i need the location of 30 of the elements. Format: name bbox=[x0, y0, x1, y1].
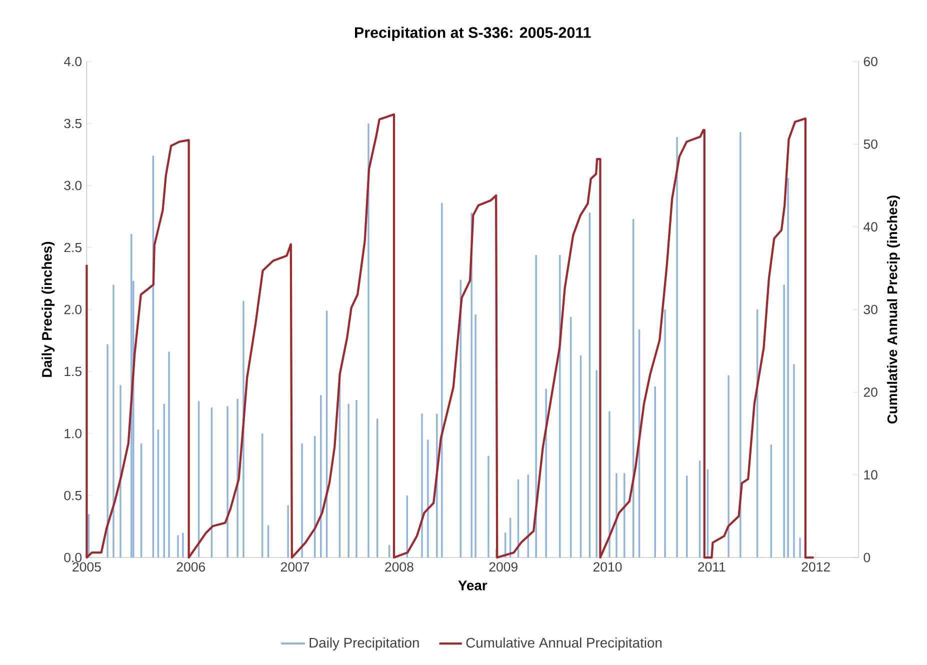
x-axis-title: Year bbox=[458, 580, 488, 591]
y2-axis-title: Cumulative Annual Precip (inches) bbox=[887, 196, 900, 424]
y-tick-label: 3.5 bbox=[64, 118, 82, 128]
y2-tick-label: 60 bbox=[864, 56, 878, 66]
x-tick-label: 2009 bbox=[489, 562, 518, 572]
legend-label: Daily Precipitation bbox=[310, 638, 419, 651]
x-tick-label: 2010 bbox=[593, 562, 622, 572]
y-tick-label: 3.0 bbox=[64, 180, 82, 190]
chart-title: Precipitation at S-336: 2005-2011 bbox=[355, 26, 591, 42]
x-tick-label: 2006 bbox=[176, 562, 206, 572]
x-tick-label: 2012 bbox=[802, 562, 830, 572]
y2-tick-label: 20 bbox=[864, 388, 878, 398]
x-tick-label: 2005 bbox=[72, 562, 101, 572]
y2-tick-label: 50 bbox=[864, 140, 878, 149]
y2-tick-label: 0 bbox=[864, 553, 870, 562]
y2-tick-label: 30 bbox=[864, 304, 878, 314]
x-tick-label: 2008 bbox=[385, 562, 414, 572]
legend-label: Cumulative Annual Precipitation bbox=[466, 638, 662, 651]
y-tick-label: 2.5 bbox=[64, 242, 82, 252]
y-tick-label: 1.0 bbox=[64, 429, 82, 438]
y-axis-title: Daily Precip (inches) bbox=[42, 242, 55, 378]
x-tick-label: 2011 bbox=[698, 562, 726, 572]
y-tick-label: 4.0 bbox=[64, 56, 82, 66]
y2-tick-label: 40 bbox=[864, 222, 878, 232]
x-tick-label: 2007 bbox=[280, 562, 310, 572]
y2-tick-label: 10 bbox=[864, 470, 878, 480]
y-tick-label: 2.0 bbox=[64, 304, 82, 314]
y-tick-label: 1.5 bbox=[64, 367, 82, 376]
y-tick-label: 0.5 bbox=[64, 491, 82, 500]
y-tick-label: 0.0 bbox=[64, 553, 82, 562]
